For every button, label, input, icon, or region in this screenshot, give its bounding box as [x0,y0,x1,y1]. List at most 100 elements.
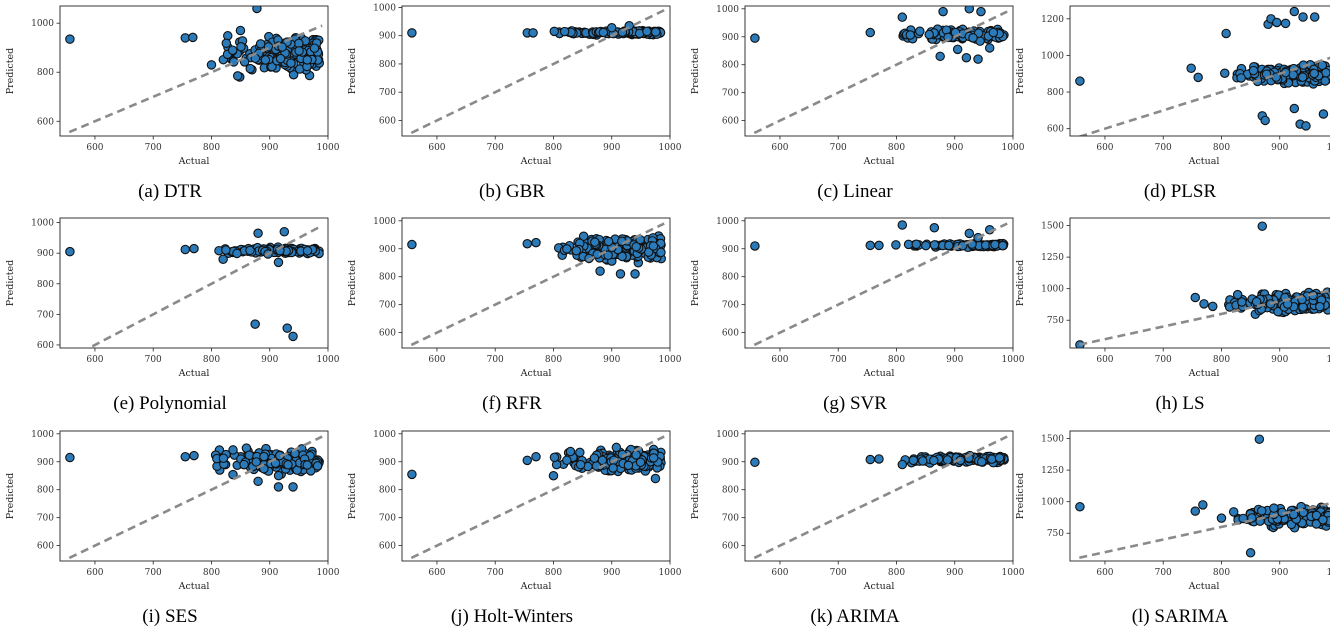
subfigure-caption: (d) PLSR [1143,181,1217,202]
identity-line [753,222,1008,347]
x-tick-label: 1000 [317,568,340,578]
data-point [1297,72,1308,82]
data-point [206,60,217,70]
x-tick-label: 900 [261,568,278,578]
y-tick-label: 1500 [1041,222,1064,232]
y-tick-label: 1000 [716,430,739,440]
y-tick-label: 800 [722,273,739,283]
data-point [221,38,232,49]
y-axis-label: Predicted [690,260,701,307]
data-point [630,269,640,279]
data-point [236,42,246,52]
y-tick-label: 600 [37,117,54,127]
data-point [218,254,228,265]
data-point [189,450,199,461]
identity-line [86,224,323,348]
data-point [283,460,293,470]
y-tick-label: 600 [37,341,54,351]
data-point [750,457,760,468]
x-tick-label: 800 [545,568,562,578]
y-tick-label: 700 [722,89,739,99]
y-tick-label: 900 [379,32,396,42]
data-point [559,26,570,37]
y-tick-label: 600 [379,329,396,339]
data-point [578,231,589,242]
y-axis-label: Predicted [5,473,16,520]
plot-area [750,435,1009,560]
y-tick-label: 600 [37,542,54,552]
data-point [942,455,953,465]
data-point [608,463,618,473]
data-point [1193,72,1203,83]
chart-panel: 600 700 800 900 1000 600 800 1000 1200 Actual Pred… [1015,0,1330,213]
x-axis-label: Actual [1188,368,1220,379]
data-point [984,43,995,53]
data-point [273,482,284,492]
data-point [938,6,948,17]
data-point [897,12,908,22]
y-tick-label: 750 [1047,316,1064,326]
y-tick-label: 600 [722,542,739,552]
identity-line [753,435,1008,560]
data-point [615,269,626,279]
data-point [223,31,233,41]
data-point [221,245,231,255]
x-tick-label: 600 [1096,143,1113,153]
data-point [1220,68,1230,78]
data-point [650,473,661,484]
scatter-chart: 600 700 800 900 1000 600 700 800 900 1000 Actual Pr… [5,217,340,379]
data-point [1248,65,1259,76]
data-point [891,240,901,250]
data-point [595,266,605,276]
y-axis-label: Predicted [347,260,358,307]
data-point [648,453,659,463]
data-point [994,453,1005,463]
plot-area [1075,434,1330,559]
y-tick-label: 900 [379,245,396,255]
x-axis-label: Actual [520,581,552,592]
x-tick-label: 1000 [317,355,340,365]
axes-frame [401,217,671,349]
y-tick-label: 600 [379,116,396,126]
data-point [897,459,908,470]
data-point [750,241,760,251]
data-point [1289,103,1300,114]
x-tick-label: 600 [86,568,103,578]
data-point [1288,70,1299,80]
scatter-chart: 600 700 800 900 1000 600 700 800 900 1000 Actual Pr… [347,3,682,167]
y-tick-label: 800 [379,60,396,70]
x-tick-label: 600 [1096,568,1113,578]
data-point [239,459,249,470]
data-point [180,244,191,255]
x-axis-label: Actual [863,156,895,167]
data-point [1190,292,1201,303]
scatter-chart: 600 700 800 900 1000 600 700 800 900 1000 Actual Pr… [690,430,1025,592]
data-point [528,28,538,38]
y-tick-label: 800 [379,273,396,283]
data-point [603,236,614,247]
identity-line [1079,289,1330,346]
axes-frame [744,5,1014,137]
x-tick-label: 700 [145,568,162,578]
data-point [279,227,290,237]
data-point [571,245,582,256]
data-point [1309,68,1319,79]
data-point [522,455,533,466]
chart-panel: 600 700 800 900 1000 600 700 800 900 1000 Actual Pr… [347,425,682,638]
subfigure-caption: (f) RFR [482,393,542,414]
data-point [255,39,266,49]
x-tick-label: 800 [888,355,905,365]
data-point [245,245,255,256]
y-tick-label: 900 [37,249,54,259]
data-point [1251,296,1262,307]
subfigure-caption: (h) LS [1155,393,1205,414]
y-tick-label: 1000 [716,217,739,227]
x-tick-label: 900 [603,568,620,578]
x-tick-label: 900 [603,355,620,365]
axes-frame [1069,5,1330,137]
data-point [911,239,922,250]
chart-panel: 600 700 800 900 1000 600 700 800 900 1000 Actual Pr… [690,0,1025,213]
y-tick-label: 1000 [31,219,54,229]
y-tick-label: 1000 [1041,285,1064,295]
y-axis-label: Predicted [690,48,701,95]
